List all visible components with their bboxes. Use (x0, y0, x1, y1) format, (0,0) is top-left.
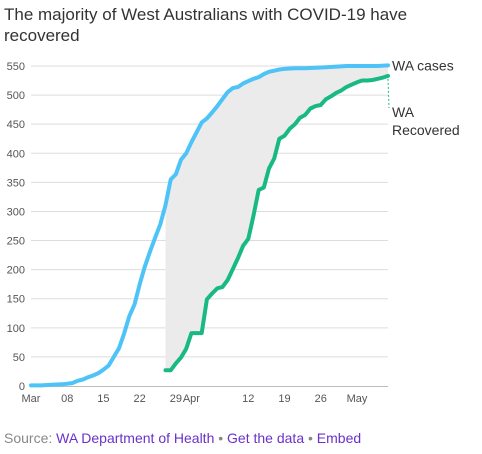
get-data-link[interactable]: Get the data (227, 430, 305, 446)
series-label-wa-recovered-line2: Recovered (392, 122, 460, 138)
source-label: Source: (4, 430, 57, 446)
y-tick-label: 500 (7, 90, 25, 102)
x-tick-label: May (347, 393, 368, 405)
y-tick-label: 350 (7, 177, 25, 189)
y-tick-label: 550 (7, 61, 25, 73)
chart-title: The majority of West Australians with CO… (4, 5, 408, 45)
x-tick-label: Apr (183, 393, 200, 405)
y-tick-label: 150 (7, 294, 25, 306)
footer-separator: • (304, 430, 317, 446)
shaded-gap (165, 65, 388, 371)
series-line-wa-cases (29, 63, 390, 388)
footer-separator: • (214, 430, 228, 446)
y-tick-label: 50 (13, 352, 25, 364)
series-lines (29, 63, 390, 388)
x-tick-label: 12 (242, 393, 254, 405)
x-tick-label: 22 (134, 393, 146, 405)
x-tick-label: Mar (22, 393, 41, 405)
axis-labels: 0 50 100 150 200 250 300 350 400 450 500 550 Mar 08 15… (7, 61, 368, 405)
grid-lines (31, 65, 388, 387)
chart-footer: Source: WA Department of Health • Get th… (4, 429, 361, 447)
y-tick-label: 100 (7, 323, 25, 335)
y-tick-label: 0 (19, 381, 25, 393)
y-tick-label: 300 (7, 206, 25, 218)
y-tick-label: 450 (7, 119, 25, 131)
y-tick-label: 250 (7, 236, 25, 248)
x-tick-label: 15 (97, 393, 109, 405)
series-label-wa-recovered-line1: WA (392, 104, 415, 120)
series-labels: WA cases WA Recovered (387, 57, 460, 138)
x-tick-label: 26 (315, 393, 327, 405)
series-line-wa-recovered (163, 73, 390, 373)
y-tick-label: 400 (7, 148, 25, 160)
x-tick-label: 08 (61, 393, 73, 405)
x-tick-label: 29 (170, 393, 182, 405)
series-label-wa-cases: WA cases (392, 57, 454, 73)
embed-link[interactable]: Embed (316, 430, 362, 446)
y-tick-label: 200 (7, 265, 25, 277)
source-link[interactable]: WA Department of Health (56, 430, 215, 446)
x-tick-label: 19 (278, 393, 290, 405)
shaded-area (165, 65, 388, 371)
recovered-label-leader (387, 78, 390, 109)
